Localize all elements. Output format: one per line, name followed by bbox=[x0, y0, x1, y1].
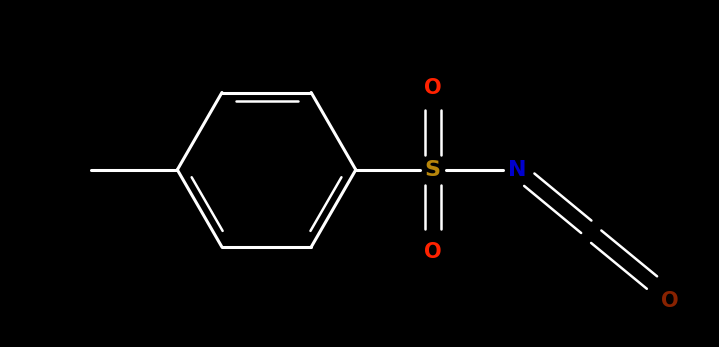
Text: O: O bbox=[661, 291, 678, 311]
Text: O: O bbox=[423, 242, 441, 262]
Text: N: N bbox=[508, 160, 526, 180]
Text: O: O bbox=[423, 78, 441, 98]
Text: S: S bbox=[425, 160, 441, 180]
